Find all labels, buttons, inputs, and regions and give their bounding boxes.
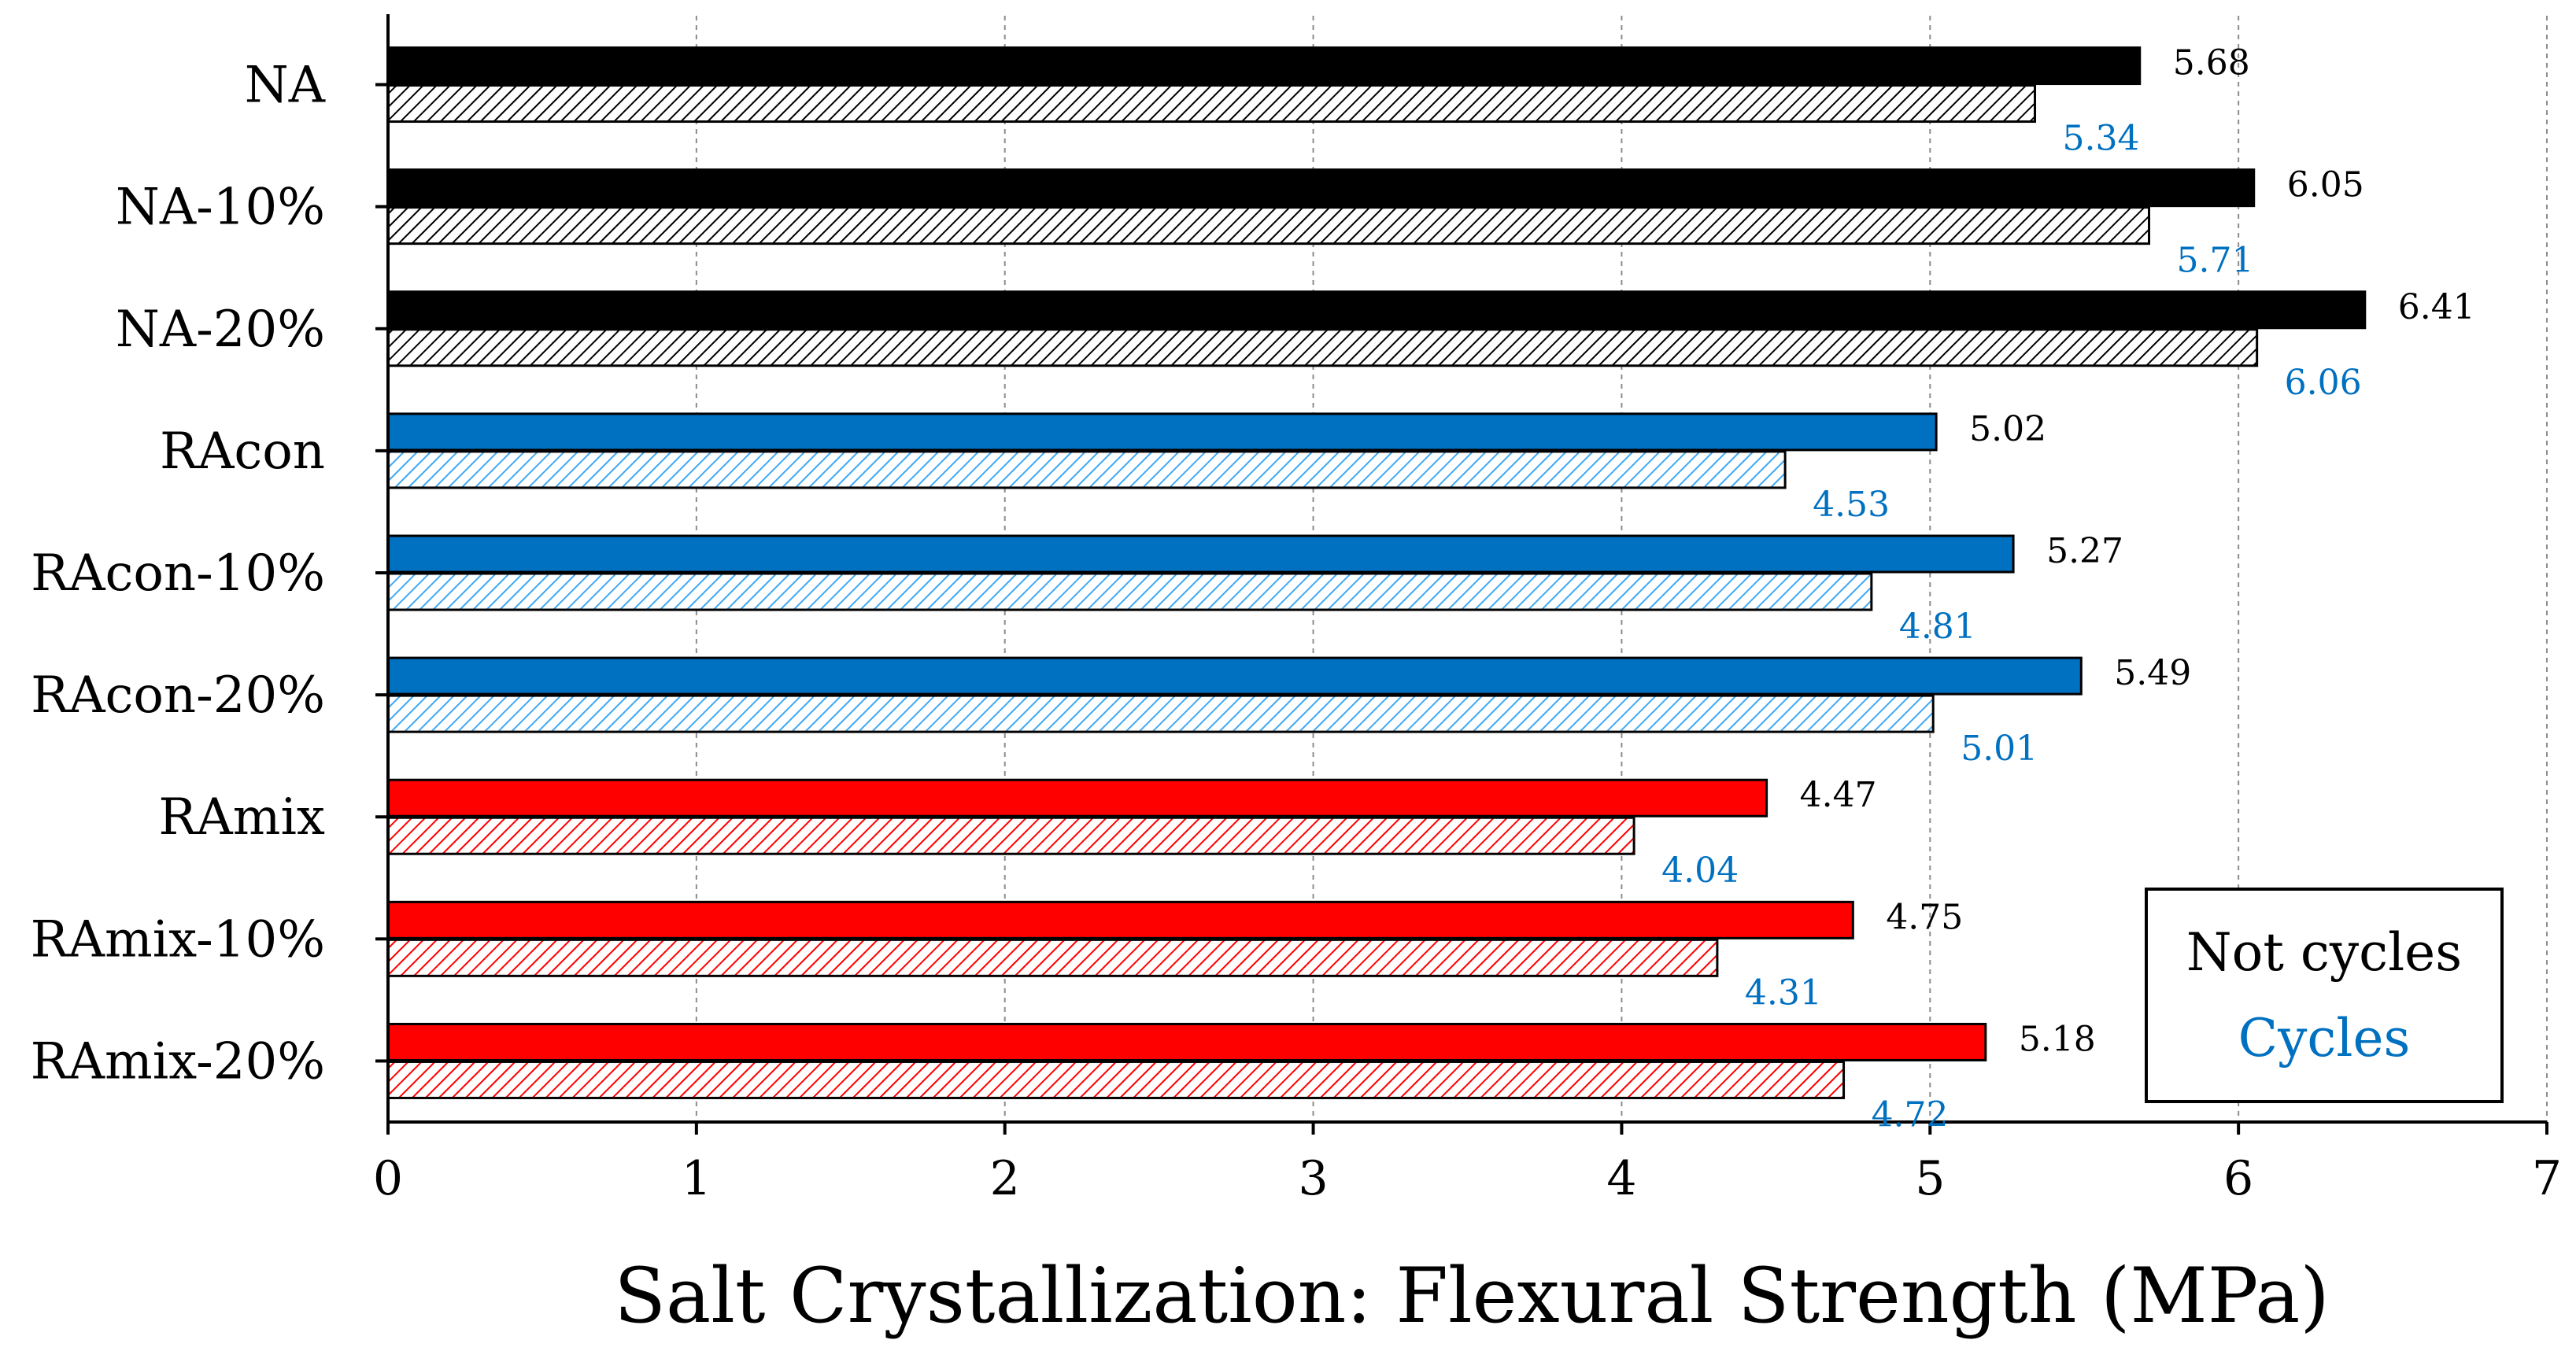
category-label: RAcon xyxy=(160,423,325,481)
bars xyxy=(386,46,2367,1099)
data-label-not-cycles: 5.27 xyxy=(2046,531,2123,571)
data-label-cycles: 5.34 xyxy=(2063,119,2140,159)
legend-entry-not-cycles: Not cycles xyxy=(2186,922,2462,983)
data-label-cycles: 4.81 xyxy=(1899,607,1976,647)
bar-not-cycles xyxy=(386,168,2256,208)
bar-not-cycles xyxy=(386,290,2367,330)
data-label-cycles: 4.53 xyxy=(1813,485,1890,525)
bar-cycles xyxy=(386,206,2151,245)
bar-not-cycles xyxy=(386,656,2083,696)
legend-box xyxy=(2145,888,2504,1103)
x-tick-label: 3 xyxy=(1298,1151,1328,1206)
bar-cycles xyxy=(386,328,2259,367)
x-tick-label: 0 xyxy=(373,1151,403,1206)
bar-cycles xyxy=(386,816,1635,855)
category-label: RAmix-20% xyxy=(31,1032,325,1091)
data-label-cycles: 4.31 xyxy=(1745,973,1822,1013)
bar-cycles xyxy=(386,450,1787,489)
bar-cycles xyxy=(386,84,2037,124)
data-label-not-cycles: 5.18 xyxy=(2019,1019,2096,1059)
bar-not-cycles xyxy=(386,1022,1987,1061)
bar-cycles xyxy=(386,572,1873,611)
x-tick-label: 5 xyxy=(1915,1151,1945,1206)
category-label: NA xyxy=(245,57,326,115)
category-label: RAcon-10% xyxy=(31,544,325,603)
legend: Not cycles Cycles xyxy=(2145,888,2504,1103)
x-axis-title: Salt Crystallization: Flexural Strength … xyxy=(614,1252,2330,1340)
data-labels: 5.68 5.34 6.05 5.71 6.41 6.06 5.02 4.53 5.27 4.81… xyxy=(1661,43,2475,1135)
category-label: NA-10% xyxy=(116,179,325,237)
x-tick-label: 4 xyxy=(1606,1151,1636,1206)
category-label: RAmix-10% xyxy=(31,910,325,969)
tick-labels: 0 1 2 3 4 5 6 7 xyxy=(373,1151,2562,1206)
x-tick-label: 7 xyxy=(2532,1151,2562,1206)
x-tick-label: 6 xyxy=(2223,1151,2253,1206)
bar-cycles xyxy=(386,694,1935,733)
data-label-cycles: 5.01 xyxy=(1961,729,2038,769)
bar-not-cycles xyxy=(386,900,1854,939)
data-label-not-cycles: 6.05 xyxy=(2287,165,2364,205)
bar-not-cycles xyxy=(386,534,2015,574)
category-label: NA-20% xyxy=(116,301,325,359)
category-label: RAcon-20% xyxy=(31,666,325,725)
bar-not-cycles xyxy=(386,46,2142,86)
bar-cycles xyxy=(386,938,1719,977)
x-tick-label: 2 xyxy=(990,1151,1020,1206)
category-labels: NA NA-10% NA-20% RAcon RAcon-10% RAcon-20% RAm… xyxy=(31,57,326,1091)
data-label-cycles: 4.72 xyxy=(1872,1094,1949,1135)
data-label-cycles: 5.71 xyxy=(2177,241,2254,281)
data-label-not-cycles: 5.68 xyxy=(2173,43,2250,83)
bar-not-cycles xyxy=(386,412,1938,452)
bar-not-cycles xyxy=(386,778,1768,818)
axes xyxy=(375,14,2548,1135)
data-label-not-cycles: 4.47 xyxy=(1800,775,1877,815)
category-label: RAmix xyxy=(158,788,325,847)
data-label-not-cycles: 5.02 xyxy=(1969,409,2046,449)
data-label-cycles: 6.06 xyxy=(2285,363,2362,403)
x-tick-label: 1 xyxy=(682,1151,711,1206)
legend-entry-cycles: Cycles xyxy=(2238,1008,2411,1069)
data-label-cycles: 4.04 xyxy=(1661,851,1739,891)
data-label-not-cycles: 4.75 xyxy=(1886,897,1963,937)
data-label-not-cycles: 6.41 xyxy=(2398,287,2475,327)
data-label-not-cycles: 5.49 xyxy=(2114,653,2191,693)
bar-cycles xyxy=(386,1060,1846,1099)
